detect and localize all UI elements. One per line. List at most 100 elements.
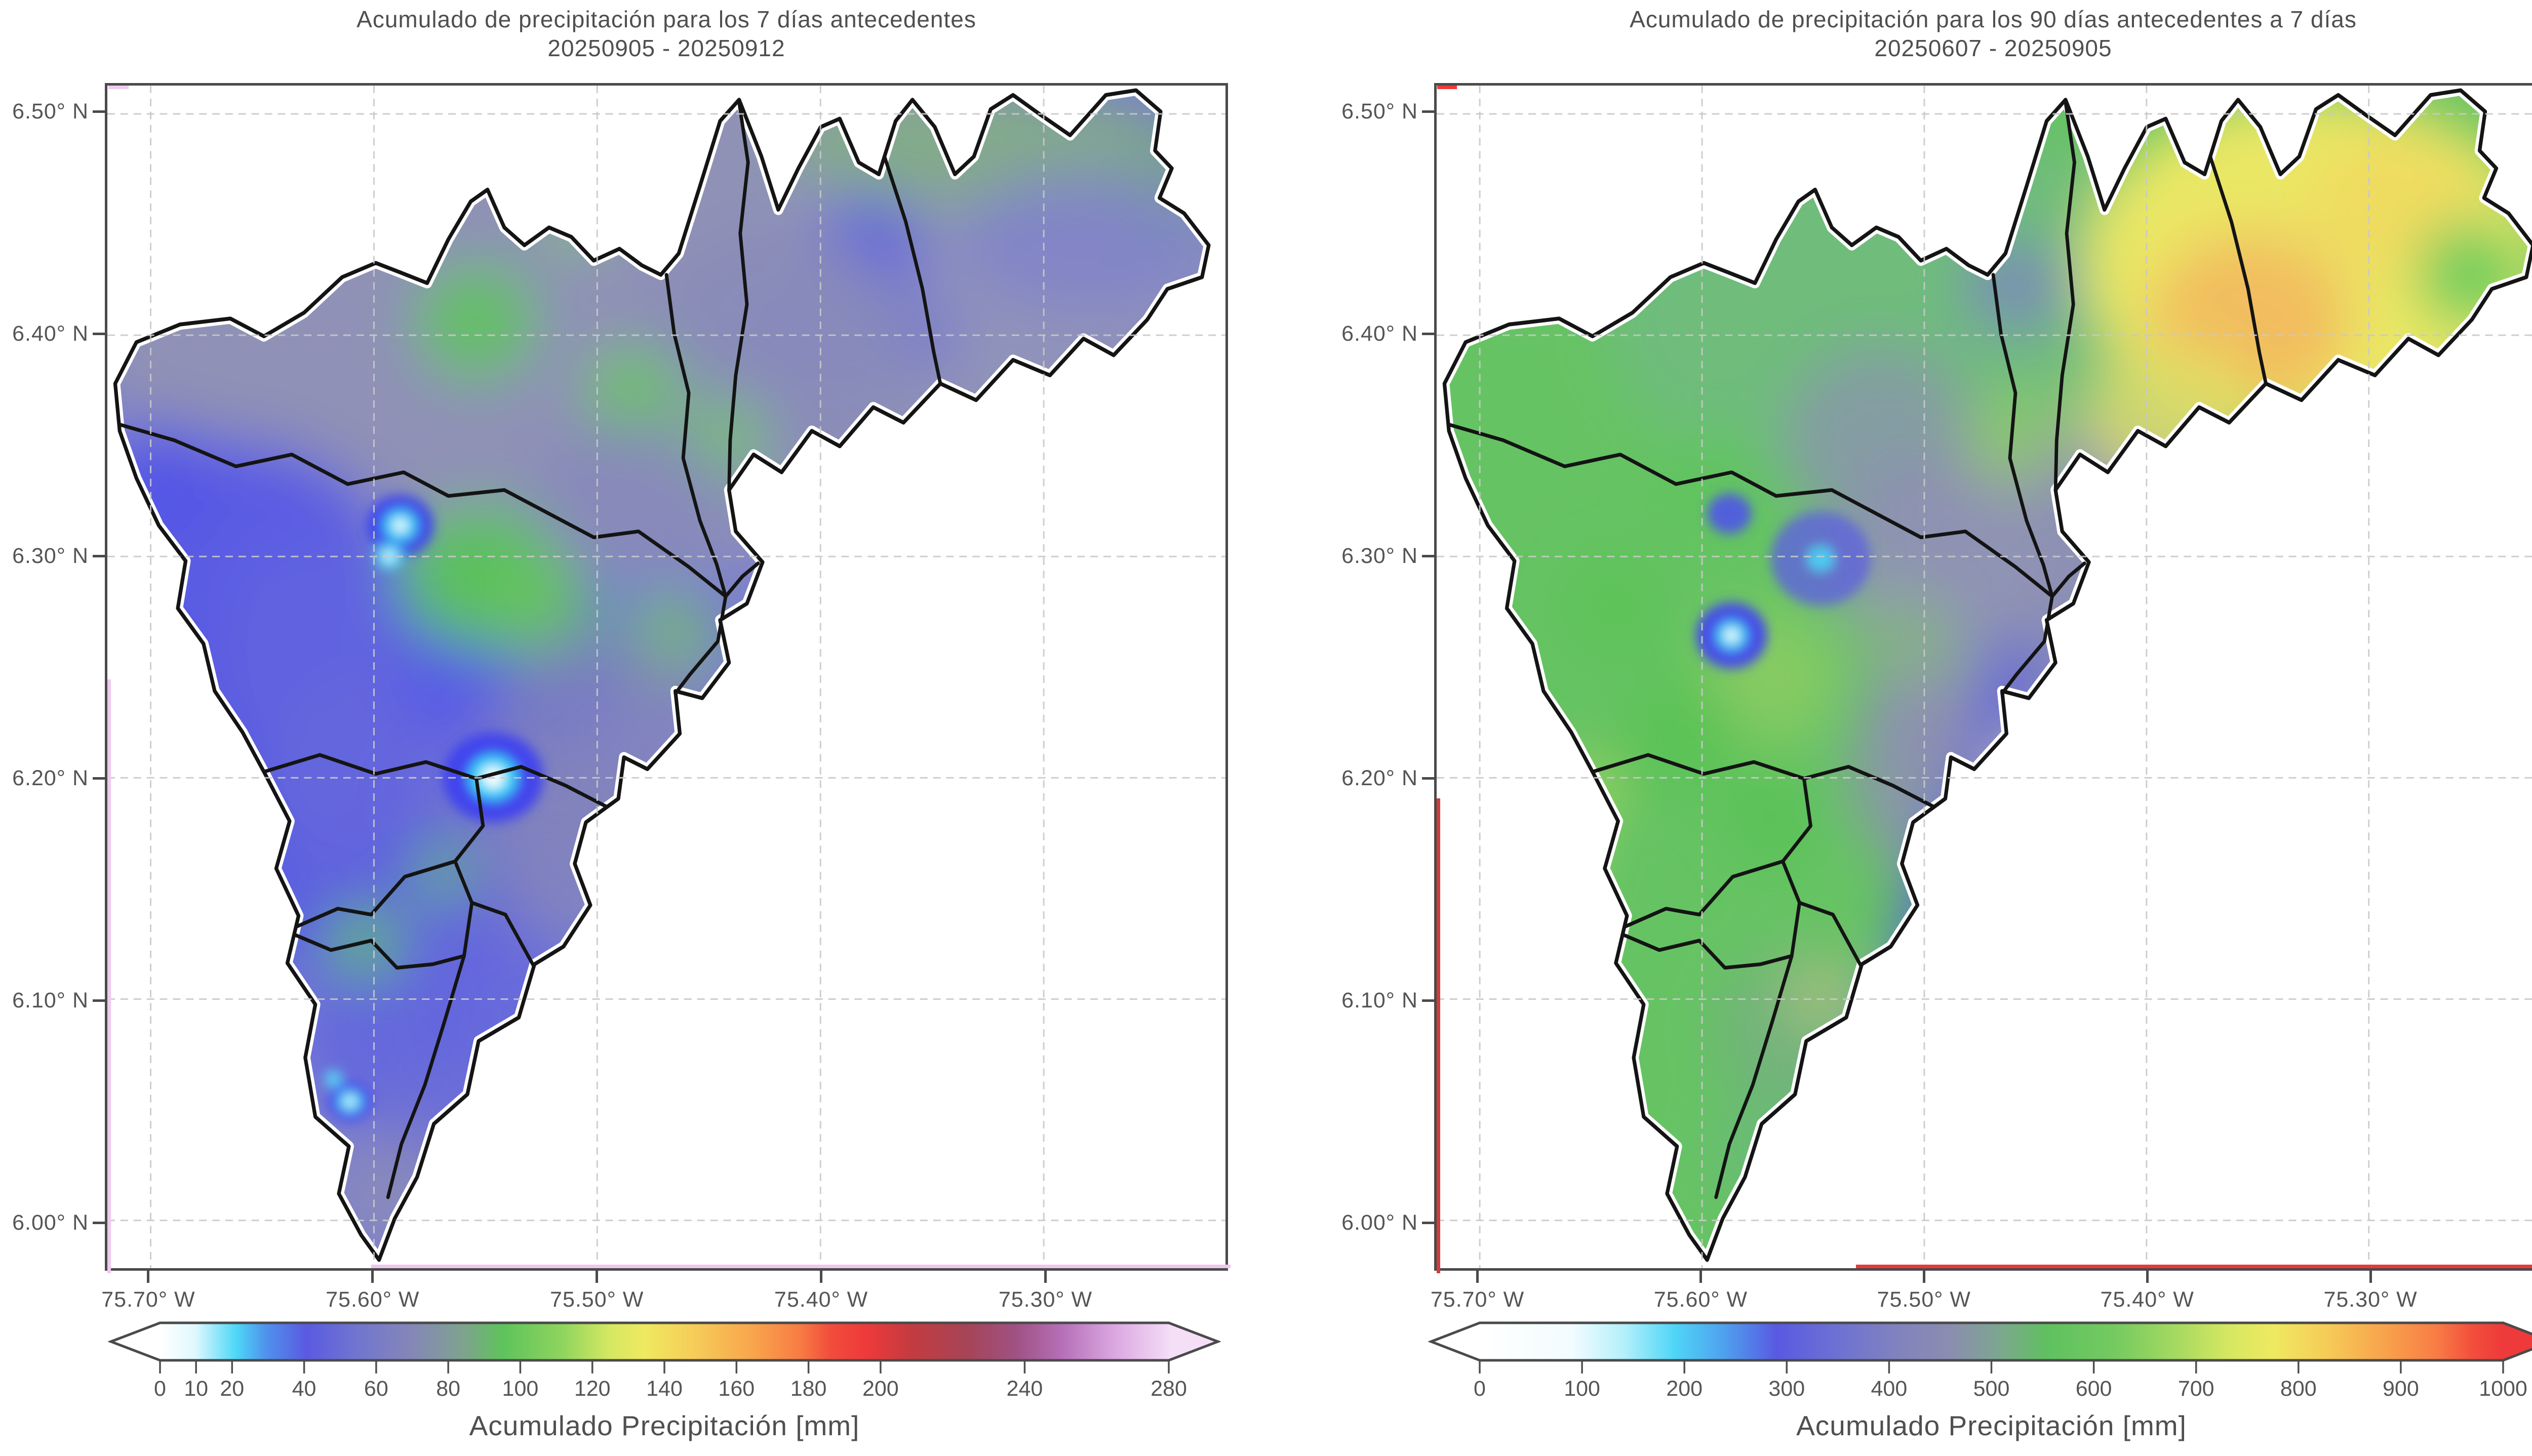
municipality-boundary <box>263 753 609 809</box>
colorbar-tick-label: 0 <box>1474 1377 1486 1401</box>
colorbar-outline <box>108 1321 1221 1362</box>
colorbar-tick-label: 10 <box>184 1377 209 1401</box>
colorbar-tick-label: 240 <box>1006 1377 1043 1401</box>
colorbar-tick-label: 200 <box>862 1377 899 1401</box>
colorbar-tick-label: 500 <box>1973 1377 2010 1401</box>
lat-axis-tick <box>93 110 105 113</box>
colorbar-tick-label: 120 <box>574 1377 611 1401</box>
lon-tick-label: 75.50° W <box>1877 1287 1971 1312</box>
precip-blob <box>1960 387 2071 494</box>
colorbar-tick-label: 200 <box>1666 1377 1703 1401</box>
colorbar-tick-label: 160 <box>718 1377 755 1401</box>
lon-tick-label: 75.60° W <box>326 1287 420 1312</box>
lat-axis-tick <box>93 1221 105 1224</box>
colorbar-tick-label: 60 <box>364 1377 388 1401</box>
map-panel-7day <box>105 83 1231 1273</box>
colorbar-arrow-over <box>1169 1323 1218 1360</box>
colorbar-svg <box>108 1321 1221 1373</box>
precip-spot <box>393 519 407 532</box>
precipitation-map-svg <box>1439 86 2532 1266</box>
colorbar-tick-label: 20 <box>220 1377 245 1401</box>
raster-edge-overflow <box>371 1265 1231 1268</box>
map-panel-90day <box>1434 83 2532 1273</box>
panel-7day-title-line1: Acumulado de precipitación para los 7 dí… <box>357 6 976 32</box>
grid-overlay <box>1437 86 2532 1268</box>
precip-spot <box>324 1070 342 1087</box>
lat-axis-tick <box>1422 554 1434 557</box>
colorbar-tick-label: 0 <box>154 1377 166 1401</box>
lat-tick-label: 6.10° N <box>12 988 89 1013</box>
municipality-boundary <box>727 100 750 492</box>
lat-tick-label: 6.10° N <box>1341 988 1418 1013</box>
precip-spot <box>1807 547 1834 571</box>
precipitation-map-svg <box>110 86 1214 1266</box>
municipality-boundary <box>1781 777 1863 967</box>
lon-axis-tick <box>1922 1271 1925 1283</box>
lat-axis-tick <box>93 777 105 780</box>
lat-axis-tick <box>1422 999 1434 1002</box>
colorbar-label-7day: Acumulado Precipitación [mm] <box>469 1410 860 1441</box>
lat-axis-tick <box>1422 110 1434 113</box>
precip-spot <box>345 1097 354 1106</box>
lon-axis-tick <box>1476 1271 1479 1283</box>
lon-tick-label: 75.40° W <box>774 1287 868 1312</box>
colorbar-arrow-under <box>111 1323 160 1360</box>
precip-blob <box>415 263 538 381</box>
lat-axis-tick <box>93 999 105 1002</box>
panel-90day-title-line1: Acumulado de precipitación para los 90 d… <box>1630 6 2357 32</box>
lat-tick-label: 6.30° N <box>1341 544 1418 569</box>
lon-axis-tick <box>596 1271 599 1283</box>
lon-tick-label: 75.30° W <box>2323 1287 2418 1312</box>
lat-axis-tick <box>93 554 105 557</box>
lon-tick-label: 75.60° W <box>1653 1287 1748 1312</box>
raster-edge-overflow <box>108 86 129 89</box>
lat-axis-tick <box>1422 332 1434 335</box>
region-outline <box>113 88 1211 1262</box>
lon-tick-label: 75.70° W <box>101 1287 195 1312</box>
lat-tick-label: 6.40° N <box>12 321 89 346</box>
lon-tick-label: 75.40° W <box>2100 1287 2194 1312</box>
colorbar-label-90day: Acumulado Precipitación [mm] <box>1796 1410 2187 1441</box>
municipality-boundary <box>1444 421 2054 598</box>
colorbar-gradient <box>160 1323 1169 1360</box>
lat-tick-label: 6.00° N <box>1341 1210 1418 1235</box>
lat-axis-tick <box>1422 777 1434 780</box>
lat-tick-label: 6.20° N <box>12 766 89 791</box>
lon-tick-label: 75.50° W <box>550 1287 644 1312</box>
municipality-boundary <box>2053 100 2076 492</box>
raster-edge-overflow <box>1856 1265 2532 1268</box>
grid-overlay <box>107 86 1225 1268</box>
colorbar-outline <box>1428 1321 2532 1362</box>
colorbar-tick-label: 900 <box>2383 1377 2419 1401</box>
lon-axis-tick <box>2369 1271 2372 1283</box>
raster-edge-overflow <box>1437 798 1440 1273</box>
precip-spot <box>1707 493 1752 534</box>
panel-90day-title: Acumulado de precipitación para los 90 d… <box>1434 5 2532 63</box>
lat-axis-tick <box>1422 1221 1434 1224</box>
region-outline <box>1442 88 2532 1262</box>
precip-blob <box>582 345 684 440</box>
municipality-boundary <box>724 561 760 598</box>
lon-tick-label: 75.70° W <box>1430 1287 1525 1312</box>
lon-axis-tick <box>2146 1271 2149 1283</box>
colorbar-tick-label: 280 <box>1151 1377 1187 1401</box>
lon-tick-label: 75.30° W <box>998 1287 1093 1312</box>
colorbar-tick-label: 700 <box>2178 1377 2214 1401</box>
lon-axis-tick <box>1699 1271 1702 1283</box>
colorbar-svg <box>1428 1321 2532 1373</box>
colorbar-tick-label: 600 <box>2075 1377 2112 1401</box>
lon-axis-tick <box>1044 1271 1047 1283</box>
colorbar-tick-label: 300 <box>1768 1377 1805 1401</box>
lat-tick-label: 6.50° N <box>1341 99 1418 124</box>
colorbar-tick-label: 100 <box>502 1377 539 1401</box>
lat-tick-label: 6.20° N <box>1341 766 1418 791</box>
colorbar-tick-label: 180 <box>790 1377 827 1401</box>
lat-tick-label: 6.40° N <box>1341 321 1418 346</box>
precip-blob <box>1782 345 1983 535</box>
colorbar-tick-label: 140 <box>646 1377 683 1401</box>
colorbar-tick-label: 800 <box>2280 1377 2317 1401</box>
colorbar-tick-label: 1000 <box>2479 1377 2527 1401</box>
colorbar-tick-label: 400 <box>1871 1377 1908 1401</box>
precip-blob <box>957 168 1209 310</box>
